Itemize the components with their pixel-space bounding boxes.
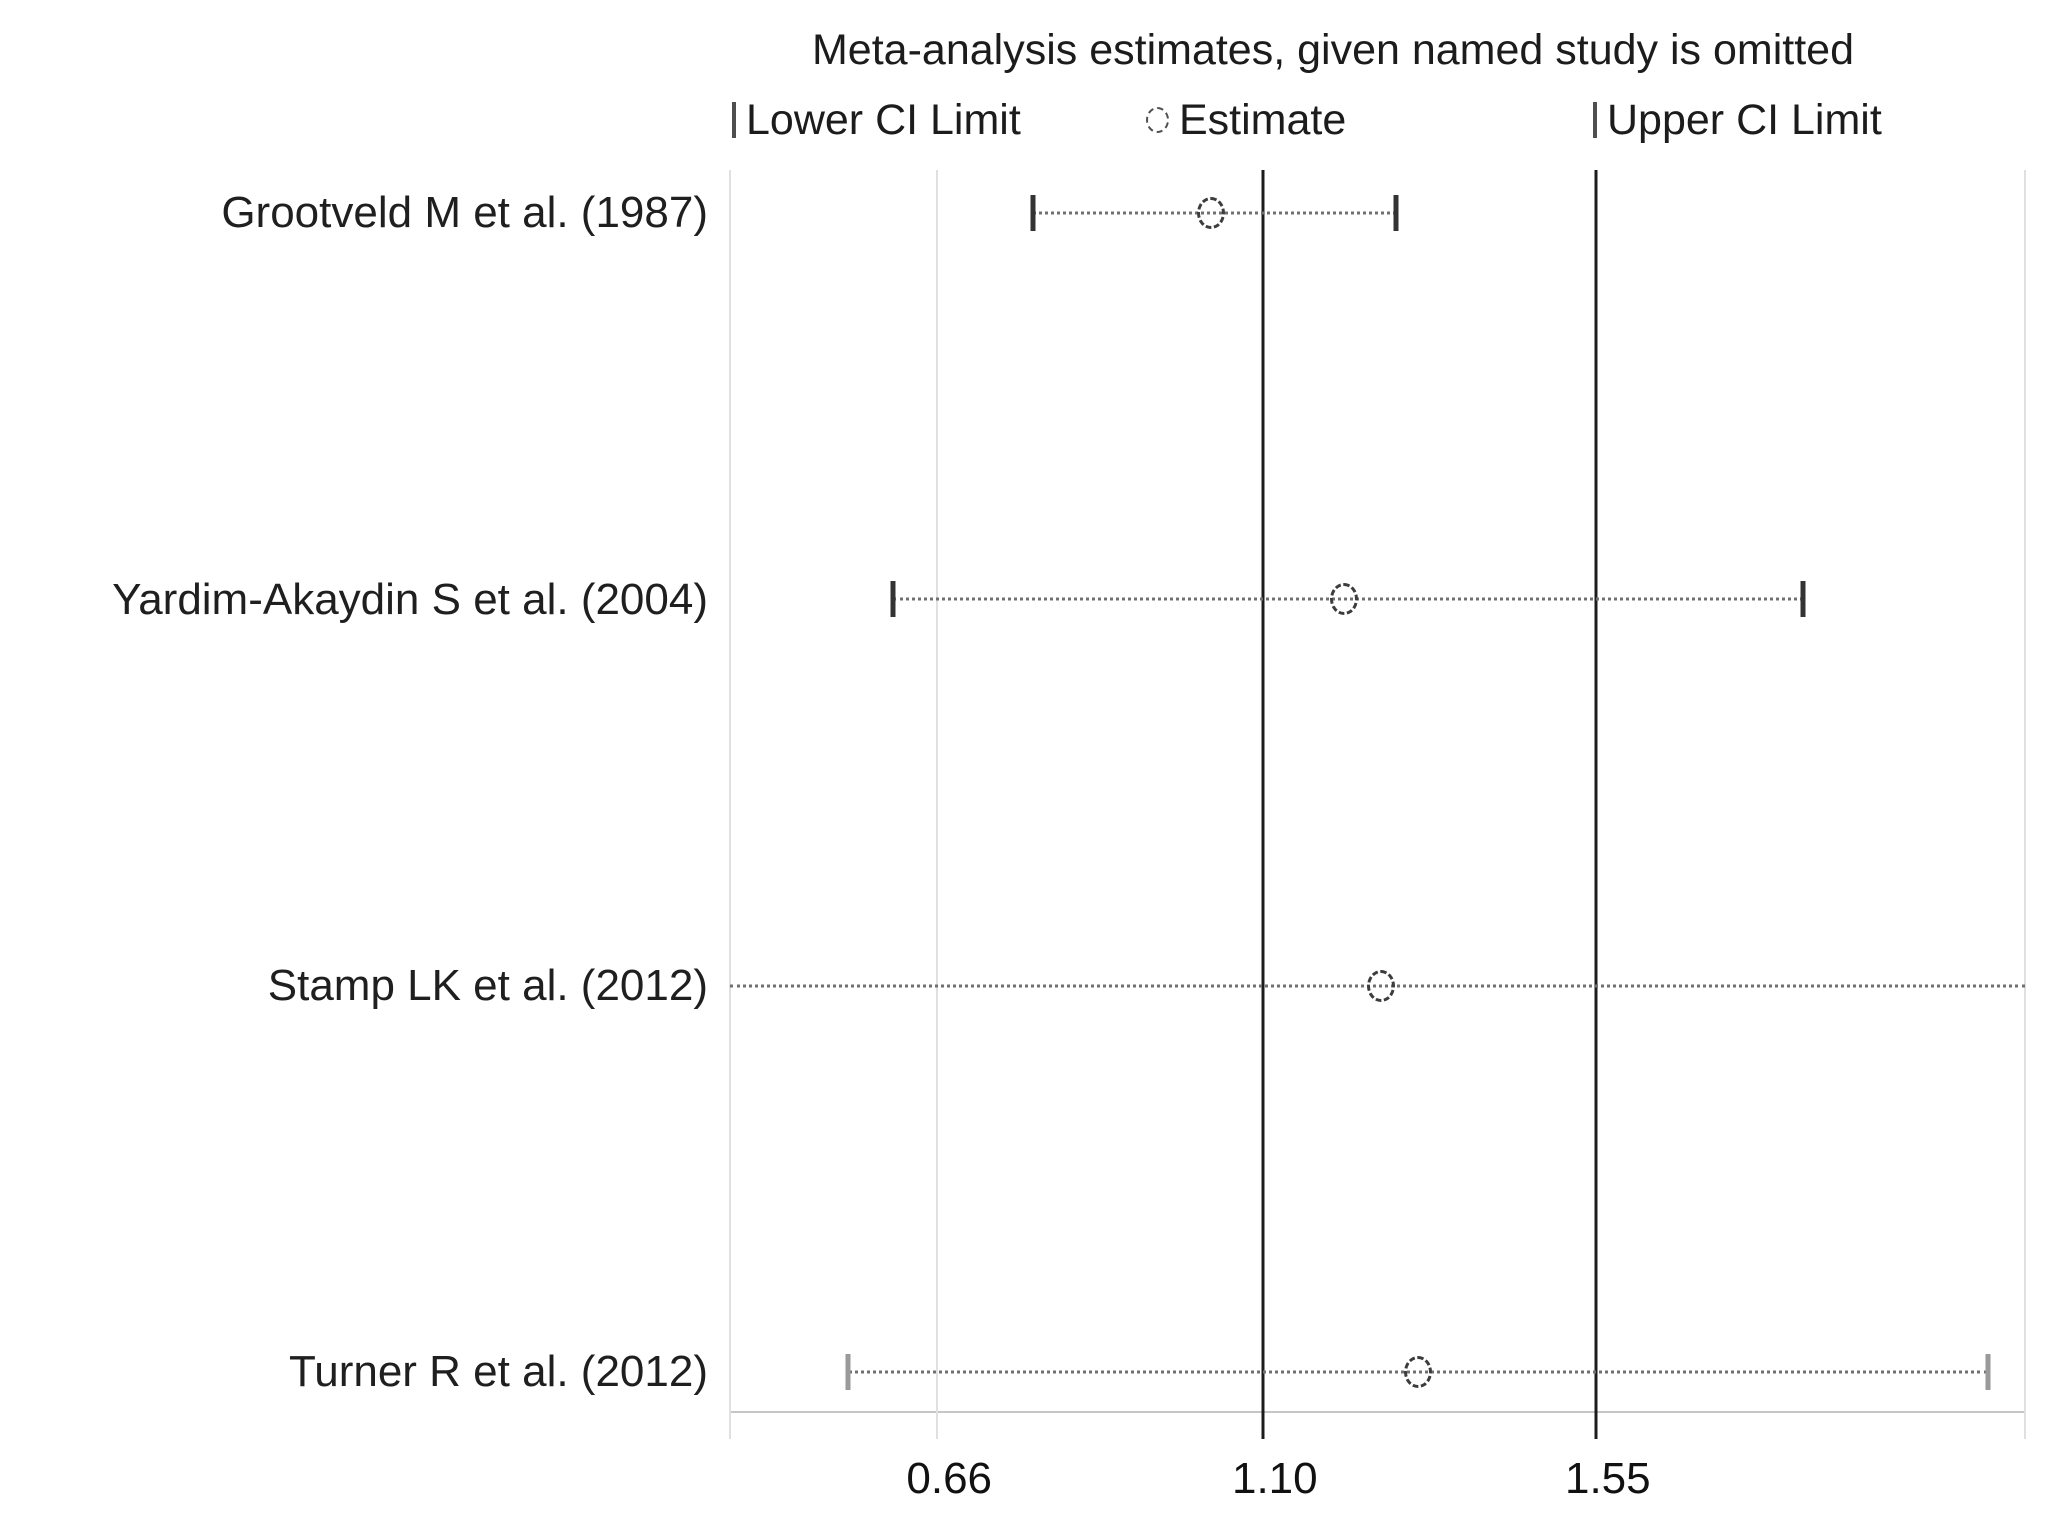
reference-line-1.1 bbox=[1261, 170, 1265, 1439]
chart-title: Meta-analysis estimates, given named stu… bbox=[811, 26, 1855, 74]
plot-left-border bbox=[729, 170, 731, 1439]
plot-right-border bbox=[2024, 170, 2026, 1439]
study-label: Yardim-Akaydin S et al. (2004) bbox=[112, 575, 708, 624]
upper-ci-cap-icon bbox=[1593, 102, 1597, 138]
plot-area: 0.66 1.10 1.55 bbox=[729, 170, 2026, 1503]
lower-ci-cap bbox=[1030, 195, 1036, 231]
estimate-marker bbox=[1367, 970, 1396, 1002]
study-label: Stamp LK et al. (2012) bbox=[267, 961, 708, 1010]
upper-ci-cap bbox=[1393, 195, 1399, 231]
reference-line-1.55 bbox=[1594, 170, 1598, 1439]
estimate-marker bbox=[1404, 1356, 1433, 1388]
x-tick-label-0.66: 0.66 bbox=[906, 1454, 993, 1503]
legend-item-upper-ci: Upper CI Limit bbox=[1593, 95, 1882, 145]
x-axis-line bbox=[730, 1411, 2025, 1413]
x-tick-label-1.55: 1.55 bbox=[1564, 1454, 1651, 1503]
x-tick-label-1.10: 1.10 bbox=[1231, 1454, 1318, 1503]
legend-item-estimate: Estimate bbox=[1146, 95, 1346, 145]
gridline-0.66 bbox=[936, 170, 939, 1439]
estimate-circle-icon bbox=[1146, 107, 1169, 133]
estimate-marker bbox=[1330, 583, 1359, 615]
study-label: Grootveld M et al. (1987) bbox=[221, 188, 708, 237]
estimate-marker bbox=[1197, 197, 1225, 229]
legend-upper-ci-label: Upper CI Limit bbox=[1607, 95, 1882, 144]
legend-estimate-label: Estimate bbox=[1179, 95, 1347, 144]
lower-ci-cap bbox=[890, 581, 896, 617]
study-label: Turner R et al. (2012) bbox=[289, 1347, 708, 1396]
lower-ci-cap bbox=[845, 1354, 851, 1390]
legend-item-lower-ci: Lower CI Limit bbox=[732, 95, 1021, 145]
upper-ci-cap bbox=[1800, 581, 1806, 617]
lower-ci-cap-icon bbox=[732, 102, 736, 138]
upper-ci-cap bbox=[1985, 1354, 1991, 1390]
legend-lower-ci-label: Lower CI Limit bbox=[746, 95, 1021, 144]
